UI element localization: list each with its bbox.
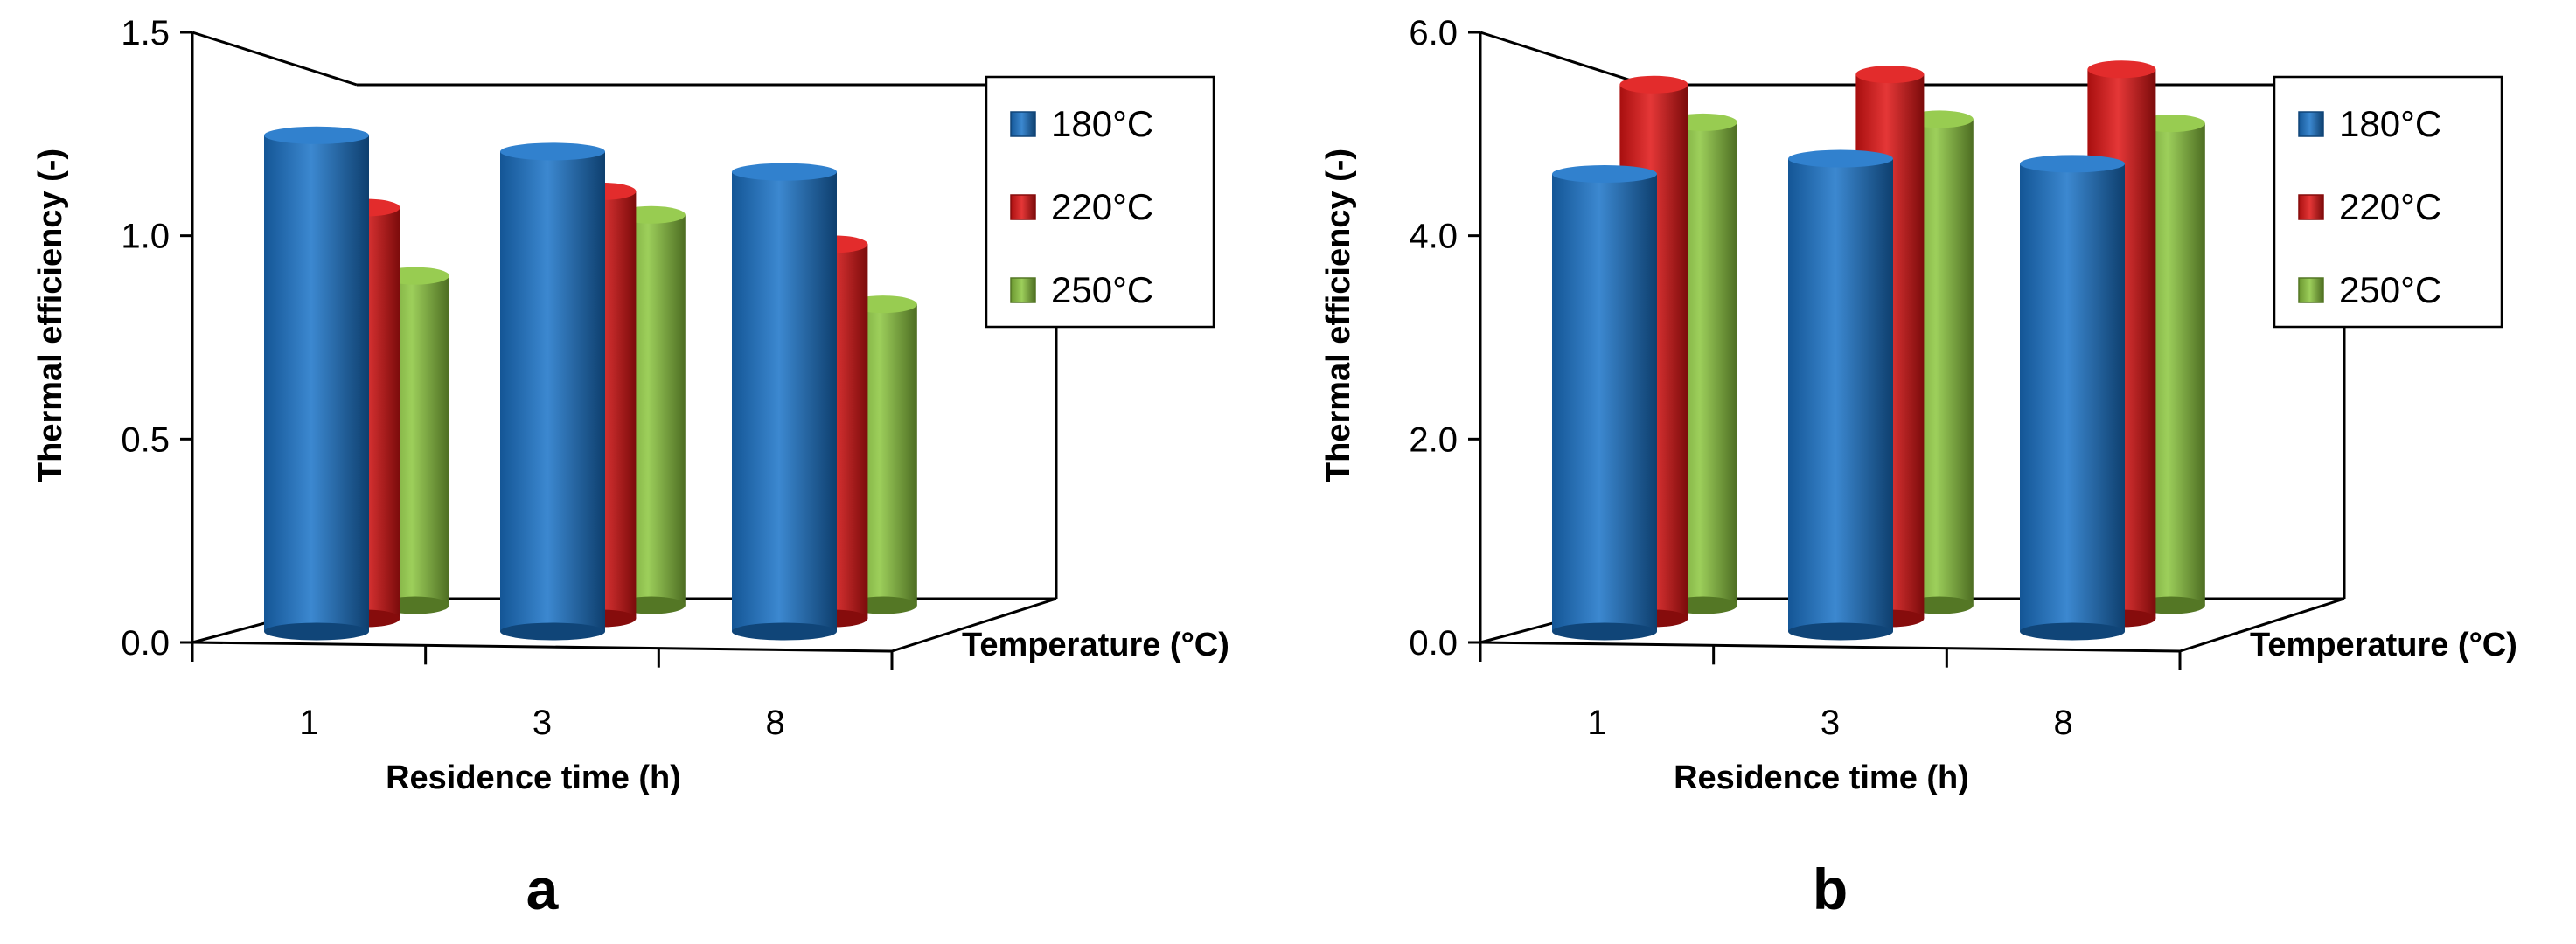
legend-swatch bbox=[1010, 277, 1036, 303]
legend-swatch bbox=[1010, 111, 1036, 137]
bar-cap bbox=[1552, 165, 1657, 183]
legend-label: 220°C bbox=[2339, 186, 2441, 227]
bar-180C-8 bbox=[732, 163, 837, 641]
legend-label: 250°C bbox=[1051, 269, 1153, 310]
back-wall-top-diagonal bbox=[1479, 31, 1646, 87]
back-wall-top-diagonal bbox=[191, 31, 358, 87]
bar-180C-3 bbox=[500, 142, 605, 641]
chart-plot: 0.0 2.0 4.0 6.0 Thermal efficiency (-) 1 3 8 Res… bbox=[1320, 14, 2517, 921]
chart-a-svg: 0.0 0.5 1.0 1.5 Thermal efficiency (-) 1 3 8 Res… bbox=[32, 14, 1229, 921]
panel-label: a bbox=[526, 857, 560, 921]
bar-180C-1 bbox=[264, 126, 369, 641]
bar-cap bbox=[264, 126, 369, 144]
z-axis-title: Temperature (°C) bbox=[962, 627, 1229, 663]
y-tick-label: 4.0 bbox=[1409, 218, 1458, 256]
x-axis-line bbox=[1479, 641, 2181, 653]
bar-body bbox=[264, 135, 369, 632]
bar-cap bbox=[2020, 155, 2125, 173]
y-axis-title: Thermal efficiency (-) bbox=[32, 149, 69, 482]
y-tick-label: 1.5 bbox=[121, 14, 170, 52]
bar-base bbox=[2020, 622, 2125, 641]
x-axis-line bbox=[191, 641, 893, 653]
y-axis-title: Thermal efficiency (-) bbox=[1320, 149, 1357, 482]
bar-body bbox=[2020, 163, 2125, 632]
legend-swatch bbox=[2298, 111, 2324, 137]
x-axis-title: Residence time (h) bbox=[386, 760, 681, 796]
bar-base bbox=[732, 622, 837, 641]
x-tick-label: 1 bbox=[1587, 704, 1606, 742]
x-axis-title: Residence time (h) bbox=[1674, 760, 1969, 796]
floor-right-edge bbox=[891, 597, 1057, 653]
bar-base bbox=[264, 622, 369, 641]
legend-label: 220°C bbox=[1051, 186, 1153, 227]
panel-label: b bbox=[1813, 857, 1848, 921]
bar-180C-3 bbox=[1788, 149, 1893, 641]
legend-swatch bbox=[1010, 194, 1036, 220]
bar-body bbox=[1788, 158, 1893, 632]
x-tick-label: 3 bbox=[533, 704, 552, 742]
bar-cap bbox=[1788, 149, 1893, 168]
bar-body bbox=[500, 151, 605, 632]
legend-swatch bbox=[2298, 277, 2324, 303]
x-tick-label: 8 bbox=[766, 704, 785, 742]
legend: 180°C 220°C 250°C bbox=[985, 75, 1215, 329]
legend-label: 180°C bbox=[2339, 103, 2441, 144]
bar-cap bbox=[1619, 75, 1688, 94]
chart-panel-b: 0.0 2.0 4.0 6.0 Thermal efficiency (-) 1 3 8 Res… bbox=[1288, 0, 2576, 944]
x-tick-label: 8 bbox=[2054, 704, 2073, 742]
y-tick-label: 2.0 bbox=[1409, 420, 1458, 459]
y-tick-label: 0.0 bbox=[1409, 624, 1458, 663]
legend-swatch bbox=[2298, 194, 2324, 220]
bar-base bbox=[1788, 622, 1893, 641]
floor-right-edge bbox=[2179, 597, 2345, 653]
chart-plot: 0.0 0.5 1.0 1.5 Thermal efficiency (-) 1 3 8 Res… bbox=[32, 14, 1229, 921]
bar-cap bbox=[1855, 66, 1925, 84]
bar-base bbox=[1552, 622, 1657, 641]
y-tick-label: 1.0 bbox=[121, 218, 170, 256]
z-axis-title: Temperature (°C) bbox=[2250, 627, 2517, 663]
bar-cap bbox=[500, 142, 605, 161]
x-tick-label: 1 bbox=[299, 704, 318, 742]
legend: 180°C 220°C 250°C bbox=[2273, 75, 2503, 329]
y-tick-label: 6.0 bbox=[1409, 14, 1458, 52]
bar-body bbox=[732, 171, 837, 632]
x-tick-label: 3 bbox=[1821, 704, 1840, 742]
chart-panel-a: 0.0 0.5 1.0 1.5 Thermal efficiency (-) 1 3 8 Res… bbox=[32, 14, 1229, 921]
y-tick-label: 0.5 bbox=[121, 420, 170, 459]
chart-b-svg: 0.0 2.0 4.0 6.0 Thermal efficiency (-) 1 3 8 Res… bbox=[1320, 14, 2517, 921]
bar-180C-1 bbox=[1552, 165, 1657, 641]
bar-base bbox=[500, 622, 605, 641]
legend-label: 180°C bbox=[1051, 103, 1153, 144]
bar-180C-8 bbox=[2020, 155, 2125, 641]
bar-cap bbox=[732, 163, 837, 181]
y-tick-label: 0.0 bbox=[121, 624, 170, 663]
bar-cap bbox=[2087, 60, 2156, 79]
bar-body bbox=[1552, 174, 1657, 632]
legend-label: 250°C bbox=[2339, 269, 2441, 310]
